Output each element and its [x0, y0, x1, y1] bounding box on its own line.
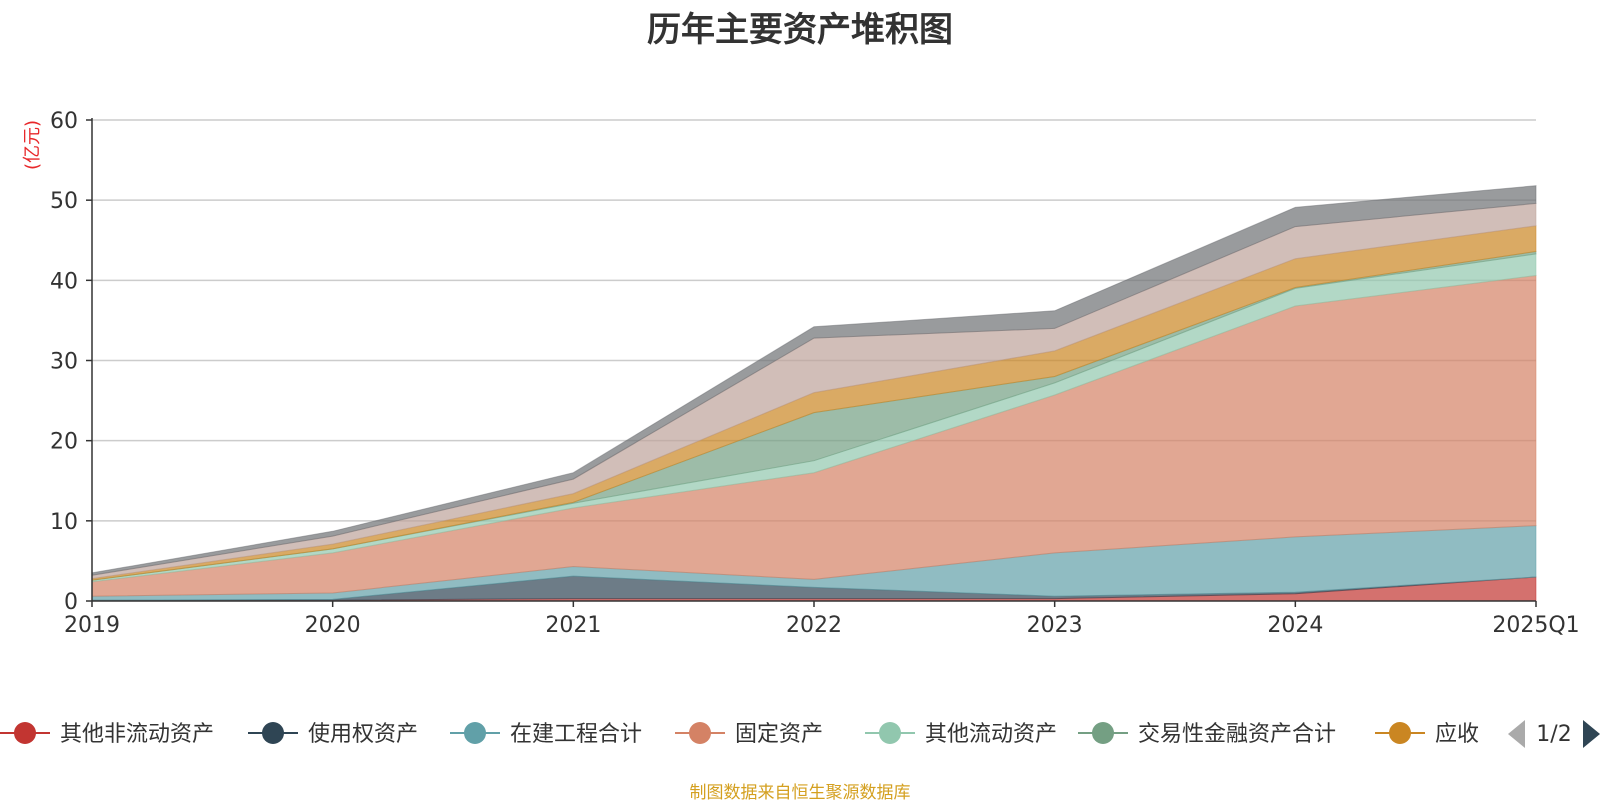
legend-label: 固定资产 — [735, 722, 823, 747]
x-tick-label: 2021 — [545, 613, 601, 638]
legend-prev-icon[interactable] — [1508, 720, 1525, 748]
area-layer — [91, 185, 1537, 602]
legend-item-6[interactable]: 交易性金融资产合计 — [1078, 722, 1336, 747]
legend-item-1[interactable]: 其他非流动资产 — [0, 722, 214, 747]
legend-next-icon[interactable] — [1583, 720, 1600, 748]
legend-label: 其他流动资产 — [925, 722, 1057, 747]
legend-item-2[interactable]: 使用权资产 — [248, 722, 418, 747]
x-tick-label: 2023 — [1027, 613, 1083, 638]
y-tick-label: 40 — [50, 269, 78, 294]
chart-title: 历年主要资产堆积图 — [647, 10, 953, 50]
legend-marker — [879, 722, 901, 744]
legend-label: 应收 — [1435, 722, 1479, 747]
legend-item-3[interactable]: 在建工程合计 — [450, 722, 642, 747]
x-tick-label: 2019 — [64, 613, 120, 638]
legend-marker — [1389, 722, 1411, 744]
legend-label: 使用权资产 — [308, 722, 418, 747]
area-series-9[interactable] — [91, 185, 1537, 576]
legend-item-7[interactable]: 应收 — [1375, 722, 1479, 747]
x-tick-label: 2022 — [786, 613, 842, 638]
legend: 其他非流动资产 使用权资产 在建工程合计 固定资产 其他流动资产 交易性金融资产合计 应收 — [0, 722, 1479, 747]
legend-label: 在建工程合计 — [510, 722, 642, 747]
legend-page-indicator: 1/2 — [1536, 722, 1571, 747]
y-tick-label: 30 — [50, 350, 78, 375]
source-note: 制图数据来自恒生聚源数据库 — [689, 783, 911, 803]
y-tick-label: 50 — [50, 189, 78, 214]
legend-marker — [262, 722, 284, 744]
y-tick-label: 20 — [50, 430, 78, 455]
axis-layer: 0 10 20 30 40 50 60 2019 2020 2021 2022 2023 2024 202… — [22, 109, 1580, 638]
x-tick-label: 2024 — [1267, 613, 1323, 638]
x-tick-label: 2025Q1 — [1492, 613, 1579, 638]
legend-marker — [464, 722, 486, 744]
y-axis-unit-label: (亿元) — [22, 120, 43, 170]
legend-marker — [14, 722, 36, 744]
legend-pager: 1/2 — [1508, 720, 1600, 748]
legend-label: 交易性金融资产合计 — [1138, 722, 1336, 747]
y-tick-label: 60 — [50, 109, 78, 134]
legend-marker — [689, 722, 711, 744]
legend-marker — [1092, 722, 1114, 744]
legend-item-5[interactable]: 其他流动资产 — [865, 722, 1057, 747]
x-tick-label: 2020 — [305, 613, 361, 638]
legend-label: 其他非流动资产 — [60, 722, 214, 747]
y-tick-label: 10 — [50, 510, 78, 535]
y-tick-label: 0 — [64, 590, 78, 615]
legend-item-4[interactable]: 固定资产 — [675, 722, 823, 747]
